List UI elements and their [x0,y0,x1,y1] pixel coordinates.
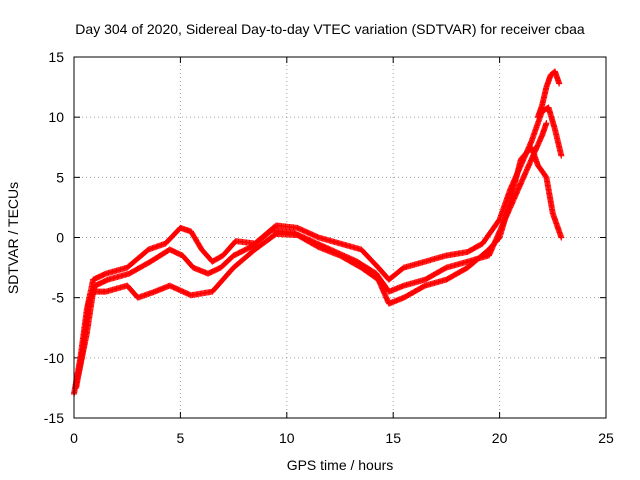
y-tick-label: 10 [48,109,64,125]
y-tick-label: 0 [56,230,64,246]
x-axis-label: GPS time / hours [287,457,394,473]
data-points [71,68,565,397]
x-tick-label: 0 [70,430,78,446]
x-tick-label: 5 [177,430,185,446]
chart-title: Day 304 of 2020, Sidereal Day-to-day VTE… [75,21,585,37]
y-axis-label: SDTVAR / TECUs [5,182,21,294]
x-tick-label: 15 [385,430,401,446]
y-tick-label: 15 [48,49,64,65]
y-tick-label: -5 [52,290,65,306]
grid [74,57,606,418]
y-tick-label: -10 [44,350,64,366]
tick-labels: 0 5 10 15 20 25 -15 -10 -5 0 5 10 15 [44,49,614,446]
x-tick-label: 25 [598,430,614,446]
y-tick-label: -15 [44,410,64,426]
x-tick-label: 20 [492,430,508,446]
data-point [543,120,550,127]
data-point [556,80,563,87]
x-tick-label: 10 [279,430,295,446]
plot-frame [73,56,607,419]
y-tick-label: 5 [56,169,64,185]
data-point [558,152,565,159]
data-point [558,234,565,241]
